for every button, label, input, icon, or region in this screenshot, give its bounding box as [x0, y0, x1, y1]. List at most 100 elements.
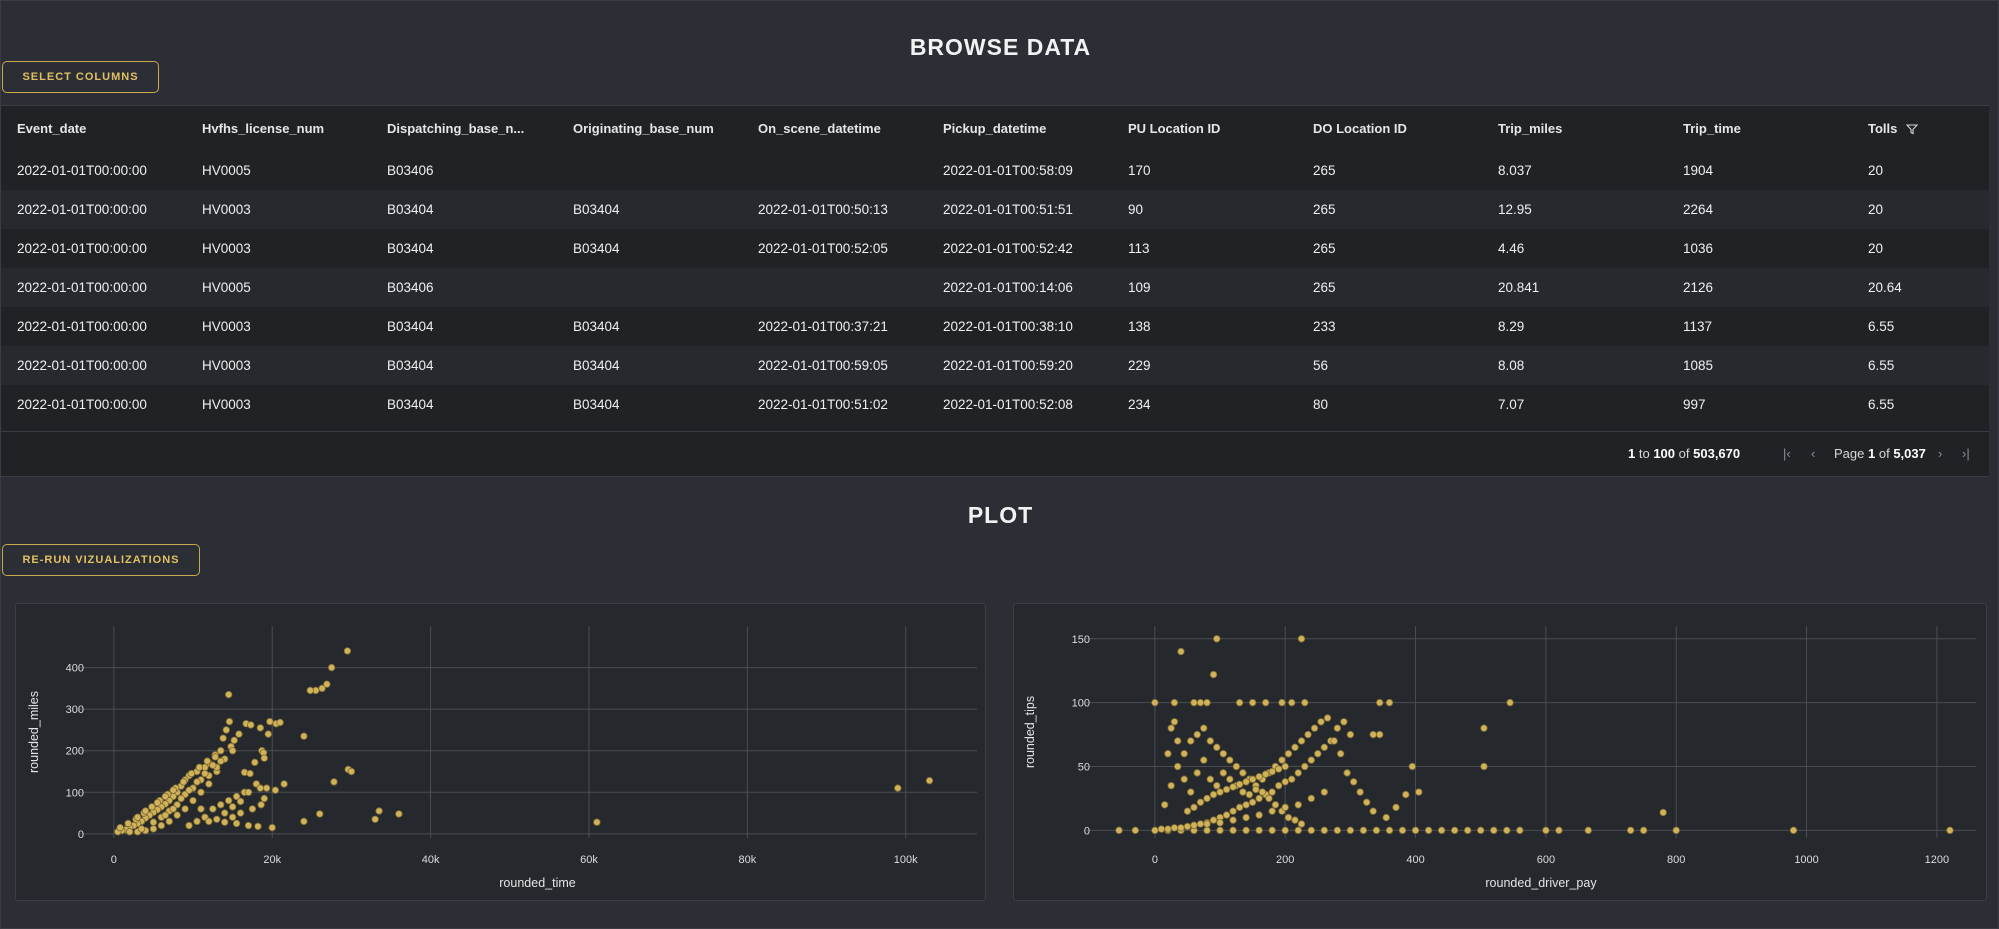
data-point [1235, 698, 1244, 707]
data-point [1304, 730, 1312, 739]
table-row[interactable]: 2022-01-01T00:00:00 HV0003 B03404 B03404 202… [1, 229, 1989, 268]
column-header-tolls[interactable]: Tolls [1868, 121, 1898, 136]
data-point [1274, 781, 1283, 790]
data-point [1167, 781, 1175, 790]
table-cell: 2022-01-01T00:00:00 [17, 397, 147, 412]
data-point [224, 796, 233, 805]
table-row[interactable]: 2022-01-01T00:00:00 HV0003 B03404 B03404 202… [1, 385, 1989, 424]
table-row[interactable]: 2022-01-01T00:00:00 HV0005 B03406 2022-01-0… [1, 268, 1989, 307]
table-cell: 229 [1128, 358, 1151, 373]
table-row[interactable]: 2022-01-01T00:00:00 HV0003 B03404 B03404 202… [1, 190, 1989, 229]
data-point [1258, 788, 1267, 796]
first-page-icon[interactable]: |‹ [1783, 446, 1791, 461]
table-row[interactable]: 2022-01-01T00:00:00 HV0005 B03406 2022-01-0… [1, 151, 1989, 190]
last-page-icon[interactable]: ›| [1962, 446, 1970, 461]
data-point [1216, 818, 1224, 827]
data-point [1333, 724, 1342, 732]
data-point [1248, 798, 1257, 806]
data-point [375, 807, 383, 815]
table-cell: 2022-01-01T00:00:00 [17, 319, 147, 334]
data-point [248, 805, 257, 813]
data-point [1349, 778, 1358, 786]
data-point [256, 724, 265, 732]
column-header-trip-miles[interactable]: Trip_miles [1498, 121, 1563, 136]
x-tick-label: 100k [894, 854, 918, 866]
data-point [1170, 718, 1179, 726]
table-cell: 2022-01-01T00:52:42 [943, 241, 1073, 256]
data-point [148, 803, 156, 811]
data-point [205, 817, 213, 826]
table-cell: 2022-01-01T00:59:05 [758, 358, 888, 373]
range-to-word: to [1638, 446, 1650, 461]
column-header-event-date[interactable]: Event_date [17, 121, 87, 136]
table-row[interactable]: 2022-01-01T00:00:00 HV0003 B03404 B03404 202… [1, 307, 1989, 346]
data-point [1229, 783, 1237, 791]
data-point [1268, 807, 1276, 815]
x-tick-label: 60k [580, 854, 598, 866]
data-point [228, 803, 237, 811]
range-of-word: of [1678, 446, 1690, 461]
data-point [1274, 765, 1283, 773]
data-point [211, 753, 219, 761]
data-point [1196, 698, 1205, 707]
rerun-visualizations-button[interactable]: RE-RUN VIZUALIZATIONS [2, 544, 200, 576]
table-cell: 2022-01-01T00:58:09 [943, 163, 1073, 178]
column-header-dispatching-base[interactable]: Dispatching_base_n... [387, 121, 525, 136]
scatter-chart-svg-time-miles: 0 20k 40k 60k 80k 100k 0 100 200 300 400 rounded_ti… [27, 626, 977, 890]
data-point [1222, 785, 1231, 794]
data-point [221, 809, 229, 817]
table-cell: 2022-01-01T00:00:00 [17, 358, 147, 373]
data-point [193, 817, 201, 826]
data-point [256, 784, 265, 792]
data-point [187, 769, 196, 778]
prev-page-icon[interactable]: ‹ [1811, 446, 1816, 461]
table-cell: 265 [1313, 280, 1336, 295]
column-header-pickup-datetime[interactable]: Pickup_datetime [943, 121, 1047, 136]
column-header-on-scene-datetime[interactable]: On_scene_datetime [758, 121, 881, 136]
table-cell: HV0003 [202, 241, 251, 256]
table-cell: 109 [1128, 280, 1151, 295]
table-cell: 8.29 [1498, 319, 1525, 334]
data-point [1245, 790, 1254, 799]
data-point [1372, 826, 1381, 835]
y-tick-label: 400 [66, 663, 84, 675]
data-point [1307, 756, 1315, 764]
column-header-do-location[interactable]: DO Location ID [1313, 121, 1407, 136]
data-point [1151, 826, 1159, 835]
scatter-chart-svg-pay-tips: 0 200 400 600 800 1000 1200 0 50 100 150 rounded_dr… [1023, 626, 1976, 890]
data-point [189, 796, 197, 805]
data-point [213, 815, 221, 823]
table-cell: 170 [1128, 163, 1151, 178]
x-tick-label: 600 [1537, 854, 1555, 866]
data-point [1229, 826, 1237, 835]
table-row[interactable]: 2022-01-01T00:00:00 HV0003 B03404 B03404 202… [1, 346, 1989, 385]
data-point [1248, 775, 1257, 783]
table-cell: 20 [1868, 202, 1884, 217]
data-point [1320, 826, 1329, 835]
next-page-icon[interactable]: › [1938, 446, 1943, 461]
data-point [1183, 807, 1192, 815]
select-columns-button[interactable]: SELECT COLUMNS [2, 61, 159, 93]
column-header-originating-base[interactable]: Originating_base_num [573, 121, 714, 136]
column-header-license-num[interactable]: Hvfhs_license_num [202, 121, 325, 136]
data-point [1555, 826, 1563, 835]
table-cell: 2022-01-01T00:00:00 [17, 280, 147, 295]
data-point [347, 767, 356, 776]
data-point [1229, 816, 1237, 824]
data-point [1301, 698, 1309, 707]
data-point [925, 776, 934, 785]
table-cell: 2126 [1683, 280, 1714, 295]
column-header-pu-location[interactable]: PU Location ID [1128, 121, 1221, 136]
table-cell: 20 [1868, 241, 1884, 256]
data-point [185, 821, 193, 830]
table-cell: 1904 [1683, 163, 1714, 178]
column-header-trip-time[interactable]: Trip_time [1683, 121, 1741, 136]
y-tick-label: 100 [1072, 698, 1090, 710]
filter-icon[interactable] [1905, 122, 1919, 135]
data-point [173, 811, 181, 819]
data-point [1320, 743, 1329, 752]
data-point [1180, 750, 1188, 758]
data-point [217, 801, 225, 809]
data-point [1261, 698, 1270, 707]
